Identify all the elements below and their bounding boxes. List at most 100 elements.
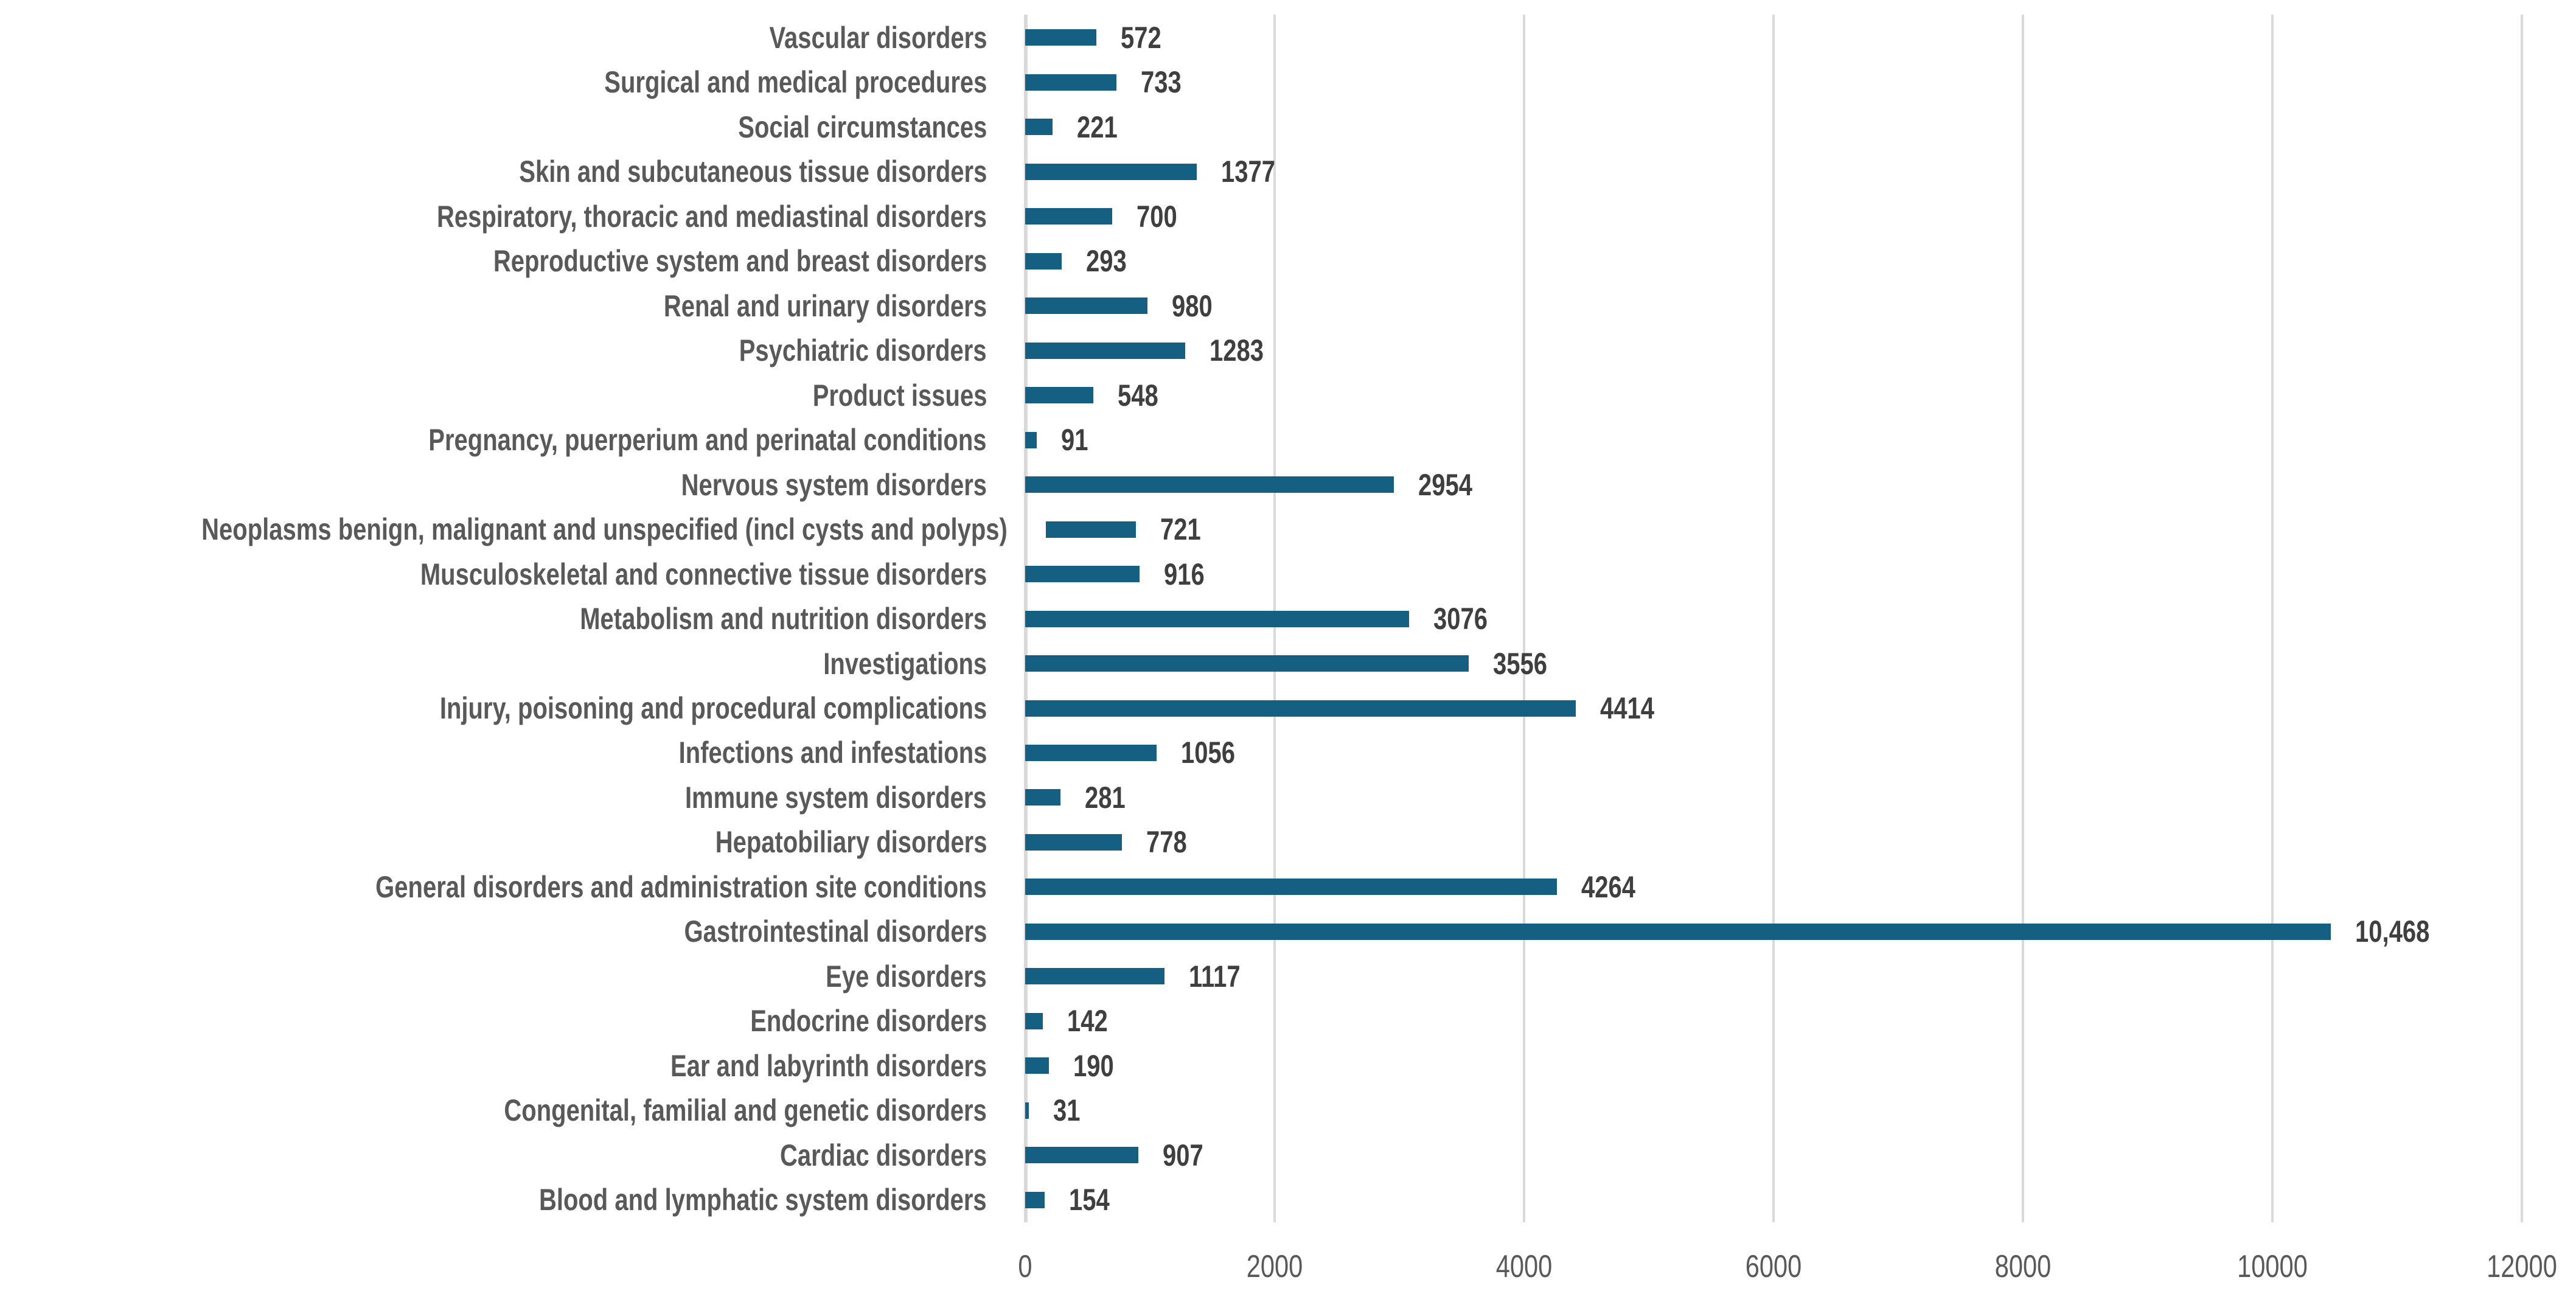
bar [1025,968,1164,985]
value-label: 91 [1060,423,1088,458]
category-cell: Ear and labyrinth disorders [0,1043,1005,1088]
category-label: Investigations [823,646,987,681]
bar-area: 221 [1025,105,2522,149]
bar [1025,833,1123,851]
category-label: Endocrine disorders [750,1004,987,1039]
value-label: 548 [1118,378,1159,412]
value-label: 1283 [1210,333,1264,368]
value-label: 1056 [1181,736,1236,770]
bar-area: 31 [1025,1088,2522,1133]
category-cell: Endocrine disorders [0,999,1005,1043]
bar [1025,387,1094,404]
chart-row: Immune system disorders 281 [0,775,2576,820]
chart-row: Pregnancy, puerperium and perinatal cond… [0,417,2576,462]
chart-row: Reproductive system and breast disorders… [0,238,2576,283]
x-tick-label: 10000 [2237,1249,2308,1284]
chart-row: Surgical and medical procedures 733 [0,60,2576,104]
bar [1025,1191,1045,1208]
chart-row: Blood and lymphatic system disorders 154 [0,1178,2576,1222]
bar [1025,208,1113,225]
category-label: Vascular disorders [769,20,987,55]
chart-row: Eye disorders 1117 [0,954,2576,998]
gridline [1522,15,1525,1222]
bar-area: 91 [1025,417,2522,462]
bar-area: 3076 [1025,596,2522,641]
value-label: 293 [1086,244,1127,279]
bar-area: 190 [1025,1043,2522,1088]
bar-area: 916 [1025,552,2522,596]
bar [1025,566,1140,583]
chart-row: Musculoskeletal and connective tissue di… [0,552,2576,596]
category-cell: Psychiatric disorders [0,328,1005,372]
chart-row: Social circumstances 221 [0,105,2576,149]
value-label: 778 [1146,825,1188,860]
category-label: Cardiac disorders [779,1138,987,1172]
bar [1025,789,1060,806]
x-tick-label: 8000 [1994,1249,2052,1284]
chart-row: Infections and infestations 1056 [0,731,2576,775]
category-cell: Nervous system disorders [0,462,1005,507]
bar [1025,29,1097,46]
x-tick-label: 2000 [1246,1249,1303,1284]
bar-area: 2954 [1025,462,2522,507]
category-cell: Hepatobiliary disorders [0,820,1005,865]
category-cell: Neoplasms benign, malignant and unspecif… [0,507,1026,551]
category-cell: Cardiac disorders [0,1133,1005,1177]
category-label: Metabolism and nutrition disorders [580,602,987,636]
bar [1045,521,1136,538]
category-cell: Congenital, familial and genetic disorde… [0,1088,1005,1133]
value-label: 572 [1121,20,1162,55]
category-cell: Musculoskeletal and connective tissue di… [0,552,1005,596]
chart-row: Skin and subcutaneous tissue disorders 1… [0,149,2576,193]
bar-area: 1283 [1025,328,2522,372]
chart-row: Endocrine disorders 142 [0,999,2576,1043]
x-tick-label: 4000 [1495,1249,1553,1284]
chart-row: Cardiac disorders 907 [0,1133,2576,1177]
category-cell: Renal and urinary disorders [0,284,1005,328]
value-label: 10,468 [2355,914,2430,949]
category-cell: Injury, poisoning and procedural complic… [0,686,1005,730]
value-label: 190 [1073,1048,1114,1083]
bar [1025,476,1394,493]
category-label: Renal and urinary disorders [663,288,987,323]
value-label: 700 [1137,199,1178,234]
chart-row: Renal and urinary disorders 980 [0,284,2576,328]
bar [1025,1147,1138,1164]
category-label: Respiratory, thoracic and mediastinal di… [437,199,987,234]
bar-area: 907 [1025,1133,2522,1177]
category-cell: Vascular disorders [0,15,1005,60]
category-cell: Reproductive system and breast disorders [0,238,1005,283]
category-label: Immune system disorders [685,780,987,815]
category-label: Musculoskeletal and connective tissue di… [420,557,987,591]
value-label: 2954 [1418,467,1472,502]
chart-row: Vascular disorders 572 [0,15,2576,60]
category-cell: Immune system disorders [0,775,1005,820]
category-label: Nervous system disorders [681,467,987,502]
value-label: 4414 [1600,691,1654,725]
chart-row: Injury, poisoning and procedural complic… [0,686,2576,730]
bar-area: 572 [1025,15,2522,60]
chart-row: Metabolism and nutrition disorders 3076 [0,596,2576,641]
value-label: 3076 [1433,602,1488,636]
bar-area: 778 [1025,820,2522,865]
bar [1025,923,2331,940]
bar-area: 4264 [1025,865,2522,909]
bar-area: 1377 [1025,149,2522,193]
value-label: 281 [1084,780,1126,815]
bar [1025,1012,1043,1029]
category-label: Ear and labyrinth disorders [670,1048,987,1083]
value-label: 980 [1171,288,1213,323]
category-cell: Investigations [0,641,1005,686]
bar [1025,744,1157,761]
category-cell: Eye disorders [0,954,1005,998]
chart-row: Congenital, familial and genetic disorde… [0,1088,2576,1133]
gridline [2271,15,2274,1222]
value-label: 4264 [1581,869,1636,904]
bar [1025,298,1147,315]
bar-area: 281 [1025,775,2522,820]
chart-row: Nervous system disorders 2954 [0,462,2576,507]
bar [1025,655,1469,672]
category-cell: Infections and infestations [0,731,1005,775]
category-label: Eye disorders [826,959,987,994]
